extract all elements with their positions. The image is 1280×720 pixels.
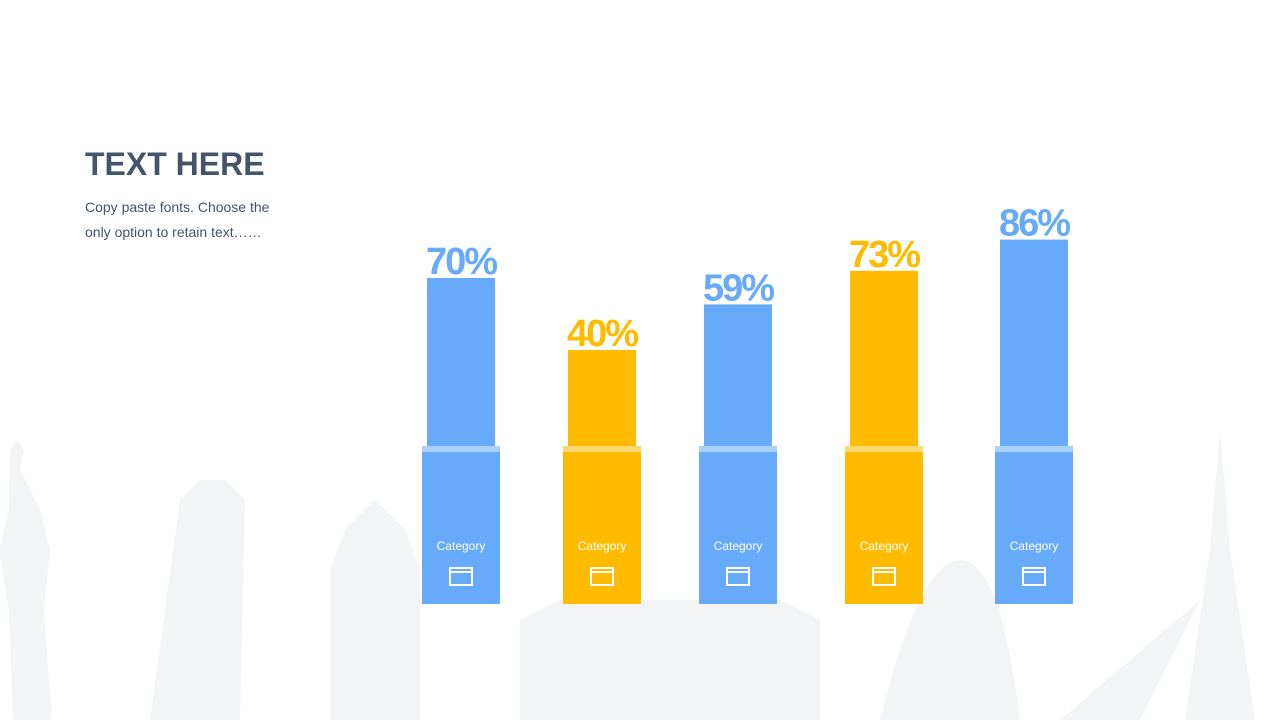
subtitle: Copy paste fonts. Choose the only option… — [85, 199, 270, 240]
bar-base-highlight — [563, 446, 641, 452]
value-label: 40% — [567, 313, 638, 355]
bar-base — [563, 446, 641, 604]
bar-base-highlight — [422, 446, 500, 452]
bar — [427, 278, 495, 446]
category-label: Category — [714, 539, 763, 553]
value-label: 59% — [703, 267, 774, 309]
bar — [850, 270, 918, 446]
bar-base-highlight — [699, 446, 777, 452]
icon-frame — [726, 567, 750, 586]
bar — [568, 350, 636, 446]
icon-frame — [449, 567, 473, 586]
category-label: Category — [437, 539, 486, 553]
category-label: Category — [860, 539, 909, 553]
title: TEXT HERE — [85, 146, 265, 182]
window-icon — [872, 567, 896, 586]
value-label: 73% — [849, 234, 920, 276]
bar-base — [699, 446, 777, 604]
bar-base-highlight — [995, 446, 1073, 452]
window-icon — [726, 567, 750, 586]
background-silhouettes — [0, 430, 1255, 720]
bar-base — [995, 446, 1073, 604]
bar-base — [422, 446, 500, 604]
window-icon — [449, 567, 473, 586]
bar — [1000, 239, 1068, 446]
category-label: Category — [578, 539, 627, 553]
window-icon — [1022, 567, 1046, 586]
bar-base — [845, 446, 923, 604]
bar-base-highlight — [845, 446, 923, 452]
icon-frame — [590, 567, 614, 586]
window-icon — [590, 567, 614, 586]
value-label: 86% — [999, 203, 1070, 245]
icon-frame — [872, 567, 896, 586]
value-label: 70% — [426, 241, 497, 283]
icon-frame — [1022, 567, 1046, 586]
category-label: Category — [1010, 539, 1059, 553]
bar — [704, 304, 772, 446]
